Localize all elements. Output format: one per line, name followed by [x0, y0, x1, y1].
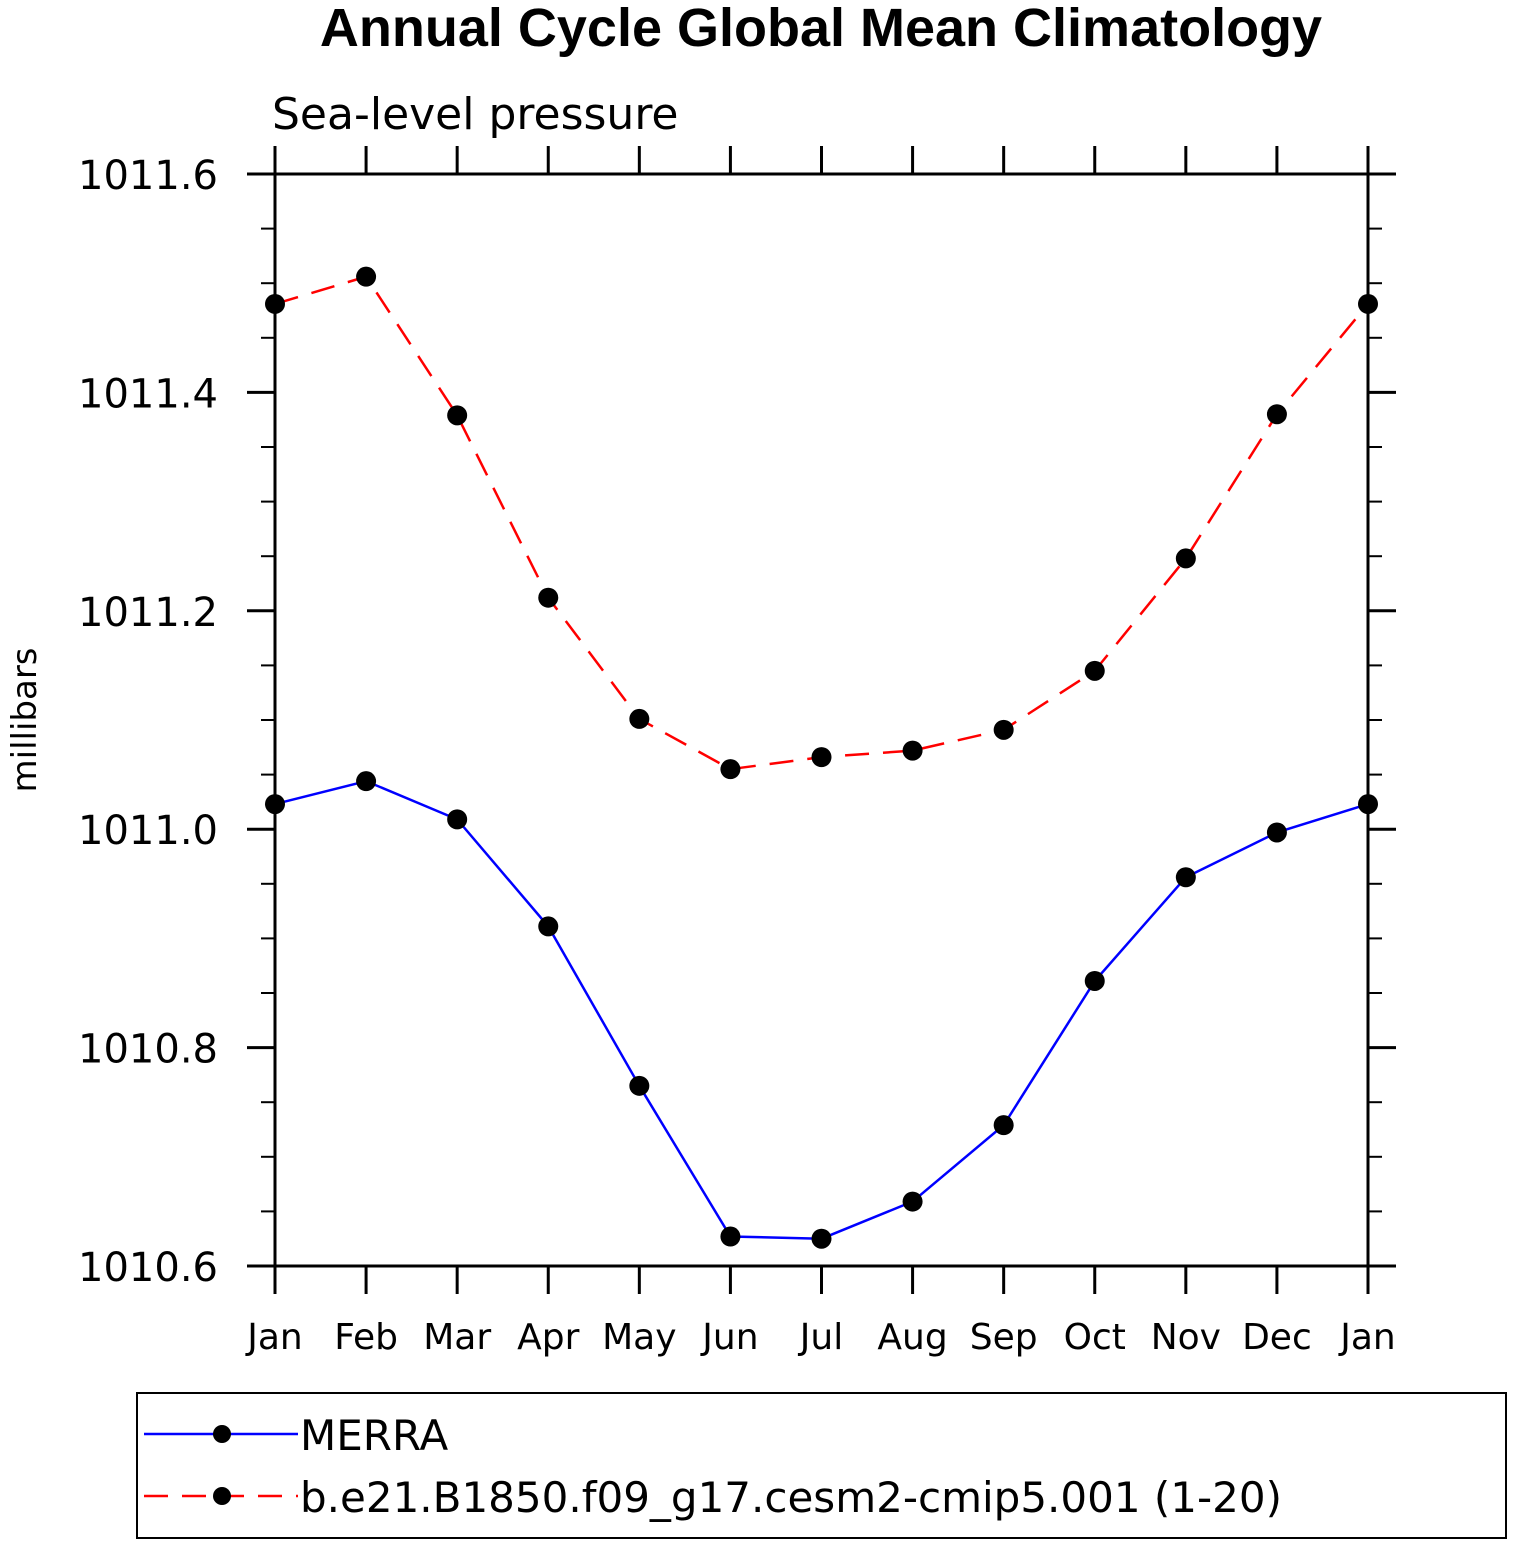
data-point [1175, 548, 1196, 569]
data-point [447, 809, 468, 830]
data-point [811, 747, 832, 768]
y-tick-label: 1011.4 [78, 371, 218, 417]
legend-label-merra: MERRA [300, 1411, 448, 1460]
x-tick-label: Jun [700, 1317, 758, 1358]
data-point [720, 1226, 741, 1247]
x-tick-label: Oct [1064, 1317, 1126, 1358]
series-markers [265, 266, 1378, 1249]
data-point [538, 587, 559, 608]
x-tick-label: Apr [517, 1317, 579, 1358]
data-point [447, 405, 468, 426]
x-tick-label: Feb [334, 1317, 398, 1358]
legend-box [136, 1392, 1507, 1539]
data-point [993, 719, 1014, 740]
y-tick-label: 1010.6 [78, 1245, 218, 1291]
legend: MERRA b.e21.B1850.f09_g17.cesm2-cmip5.00… [136, 1392, 1507, 1539]
chart-subtitle: Sea-level pressure [272, 89, 679, 140]
plot-frame [273, 172, 1370, 1268]
legend-marker-merra [213, 1425, 231, 1443]
data-point [902, 740, 923, 761]
x-tick-label: Jan [245, 1317, 303, 1358]
data-point [1266, 404, 1287, 425]
data-point [720, 759, 741, 780]
data-point [811, 1228, 832, 1249]
y-tick-labels: 1010.6 1010.8 1011.0 1011.2 1011.4 1011.6 [78, 153, 218, 1291]
data-point [902, 1191, 923, 1212]
x-tick-label: Jul [798, 1317, 843, 1358]
chart-title: Annual Cycle Global Mean Climatology [320, 0, 1322, 58]
legend-label-cesm2: b.e21.B1850.f09_g17.cesm2-cmip5.001 (1-2… [300, 1473, 1282, 1522]
data-point [629, 1075, 650, 1096]
x-tick-label: Jan [1338, 1317, 1396, 1358]
x-tick-labels: Jan Feb Mar Apr May Jun Jul Aug Sep Oct Nov Dec Jan [245, 1317, 1396, 1358]
x-tick-label: May [602, 1317, 676, 1358]
x-tick-label: Aug [877, 1317, 947, 1358]
data-point [1266, 822, 1287, 843]
y-tick-label: 1011.2 [78, 590, 218, 636]
y-axis-label: millibars [5, 647, 45, 792]
x-tick-label: Sep [970, 1317, 1038, 1358]
data-point [629, 708, 650, 729]
axis-ticks [247, 146, 1396, 1294]
data-point [356, 266, 377, 287]
data-point [1084, 660, 1105, 681]
data-point [1084, 970, 1105, 991]
series-line-0 [274, 779, 1369, 1240]
x-tick-label: Nov [1151, 1317, 1221, 1358]
y-tick-label: 1011.0 [78, 808, 218, 854]
legend-marker-cesm2 [213, 1487, 231, 1505]
data-point [993, 1115, 1014, 1136]
data-point [356, 771, 377, 792]
x-tick-label: Mar [423, 1317, 491, 1358]
series-line-1 [274, 275, 1369, 771]
data-point [1175, 867, 1196, 888]
y-tick-label: 1010.8 [78, 1027, 218, 1073]
y-tick-label: 1011.6 [78, 153, 218, 199]
data-point [538, 916, 559, 937]
x-tick-label: Dec [1242, 1317, 1312, 1358]
